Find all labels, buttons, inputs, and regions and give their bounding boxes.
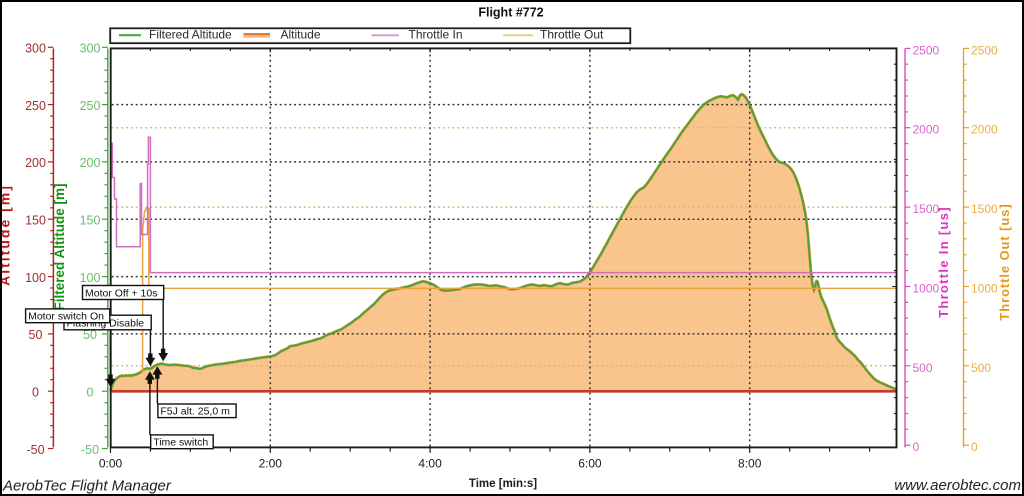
svg-text:100: 100	[25, 271, 46, 285]
svg-text:0: 0	[971, 440, 978, 454]
svg-text:300: 300	[25, 42, 46, 56]
svg-text:2500: 2500	[913, 43, 940, 57]
svg-text:4:00: 4:00	[418, 457, 442, 471]
svg-text:Filtered Altitude: Filtered Altitude	[149, 27, 232, 41]
svg-text:200: 200	[80, 156, 101, 170]
svg-text:Motor switch On: Motor switch On	[28, 311, 104, 323]
svg-text:1500: 1500	[971, 202, 998, 216]
svg-text:1000: 1000	[913, 282, 940, 296]
svg-text:0: 0	[87, 386, 94, 400]
svg-text:AerobTec Flight Manager: AerobTec Flight Manager	[2, 478, 172, 495]
svg-text:250: 250	[80, 99, 101, 113]
svg-text:0:00: 0:00	[99, 457, 123, 471]
svg-text:8:00: 8:00	[738, 457, 762, 471]
svg-text:Throttle In [us]: Throttle In [us]	[936, 206, 951, 318]
svg-text:Filtered Altitude [m]: Filtered Altitude [m]	[52, 184, 67, 311]
svg-text:2:00: 2:00	[259, 457, 283, 471]
svg-text:0: 0	[32, 386, 39, 400]
svg-text:2000: 2000	[913, 123, 940, 137]
svg-text:-50: -50	[81, 443, 99, 457]
svg-text:100: 100	[80, 271, 101, 285]
svg-text:150: 150	[25, 214, 46, 228]
svg-text:Flight #772: Flight #772	[478, 6, 543, 20]
svg-text:Time switch: Time switch	[153, 437, 208, 449]
svg-text:Throttle Out [us]: Throttle Out [us]	[997, 203, 1012, 320]
svg-text:150: 150	[80, 214, 101, 228]
svg-text:1000: 1000	[971, 282, 998, 296]
svg-text:Altitude: Altitude	[281, 27, 321, 41]
svg-text:Throttle In: Throttle In	[409, 27, 463, 41]
svg-text:F5J alt. 25,0 m: F5J alt. 25,0 m	[160, 406, 230, 418]
svg-text:Altitude [m]: Altitude [m]	[0, 184, 13, 286]
svg-text:6:00: 6:00	[578, 457, 602, 471]
svg-text:500: 500	[971, 361, 991, 375]
svg-text:0: 0	[913, 440, 920, 454]
svg-text:-50: -50	[26, 443, 44, 457]
svg-text:Throttle Out: Throttle Out	[540, 27, 604, 41]
svg-text:50: 50	[29, 328, 43, 342]
svg-text:Motor Off + 10s: Motor Off + 10s	[85, 287, 157, 299]
svg-text:2500: 2500	[971, 43, 998, 57]
svg-text:200: 200	[25, 156, 46, 170]
svg-text:1500: 1500	[913, 202, 940, 216]
svg-text:250: 250	[25, 99, 46, 113]
svg-text:300: 300	[80, 42, 101, 56]
svg-text:500: 500	[913, 361, 933, 375]
svg-text:Time [min:s]: Time [min:s]	[469, 478, 537, 490]
svg-text:www.aerobtec.com: www.aerobtec.com	[894, 477, 1021, 494]
svg-text:50: 50	[83, 328, 97, 342]
svg-text:2000: 2000	[971, 123, 998, 137]
